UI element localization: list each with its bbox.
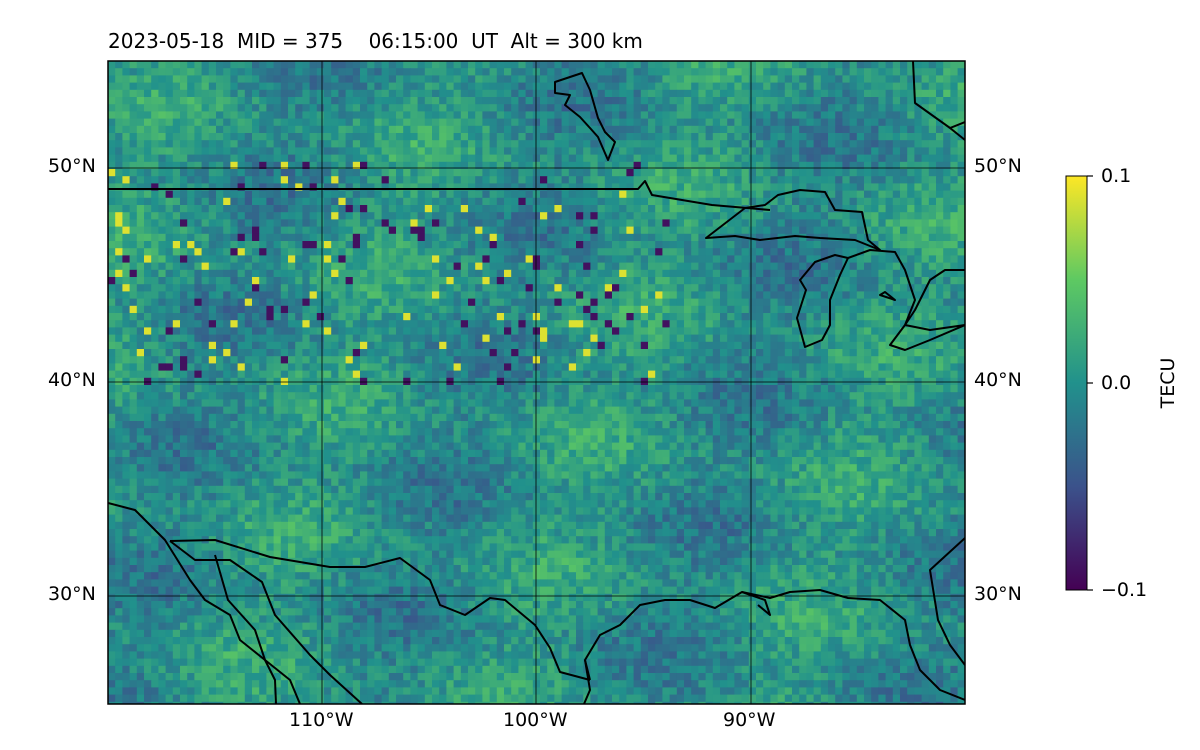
map-frame — [107, 60, 966, 705]
lat-tick-label-right: 30°N — [974, 583, 1022, 605]
georgian-bay — [879, 291, 896, 301]
lat-tick-label-left: 50°N — [48, 155, 96, 177]
colorbar-ticks — [1087, 175, 1093, 591]
lat-tick-label-left: 40°N — [48, 369, 96, 391]
lon-tick-label: 90°W — [723, 709, 776, 731]
lat-tick-label-right: 40°N — [974, 369, 1022, 391]
colorbar-title: TECU — [1157, 357, 1179, 409]
canada-east-coast — [912, 61, 965, 141]
mexico-pacific-coast — [169, 540, 363, 704]
lat-tick-label-right: 50°N — [974, 155, 1022, 177]
lon-tick-label: 100°W — [503, 709, 568, 731]
coastlines — [108, 61, 965, 704]
lake-huron-erie — [847, 249, 965, 351]
lat-tick-label-left: 30°N — [48, 583, 96, 605]
gridlines — [108, 61, 965, 704]
gulf-coast — [584, 589, 965, 701]
lake-michigan — [796, 254, 849, 348]
lon-tick-label: 110°W — [289, 709, 354, 731]
hudson-bay-coast — [554, 72, 616, 161]
canada-east-inlet — [949, 121, 965, 129]
lake-superior — [705, 189, 881, 251]
colorbar-tick-label: 0.1 — [1101, 165, 1132, 187]
colorbar — [1066, 176, 1087, 590]
florida — [929, 537, 965, 666]
us-canada-border — [108, 180, 771, 211]
colorbar-tick-label: −0.1 — [1101, 579, 1148, 601]
baja-california — [108, 502, 277, 704]
tec-field — [108, 61, 965, 704]
plot-title: 2023-05-18 MID = 375 06:15:00 UT Alt = 3… — [108, 29, 643, 53]
mexico-gulf-coast — [583, 659, 591, 704]
gulf-of-california — [214, 554, 301, 704]
us-mexico-border — [169, 539, 591, 681]
colorbar-tick-label: 0.0 — [1101, 372, 1132, 394]
